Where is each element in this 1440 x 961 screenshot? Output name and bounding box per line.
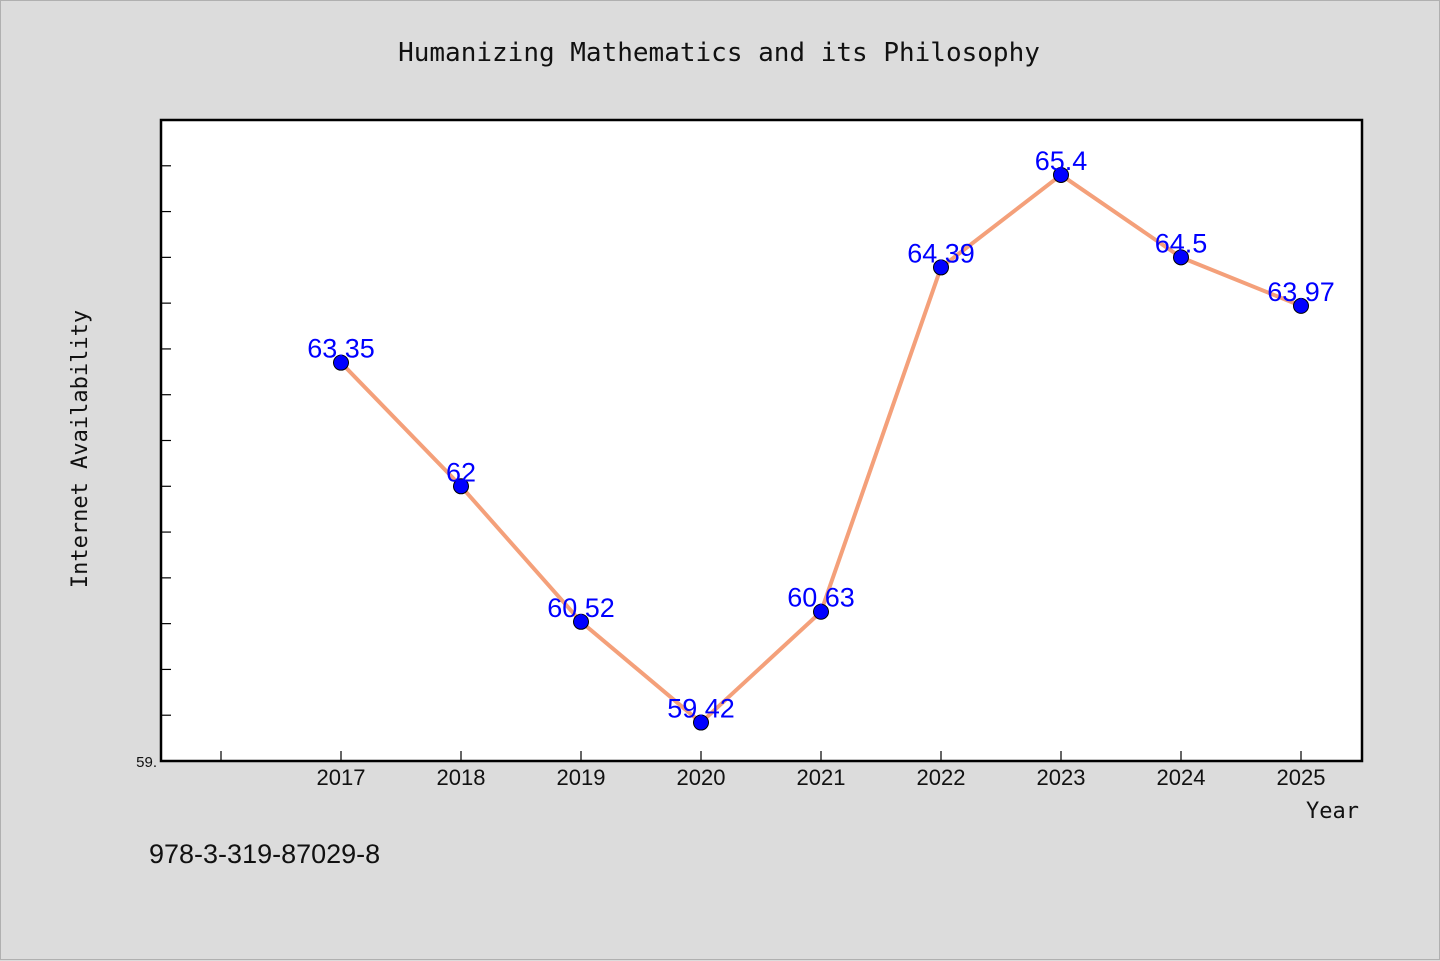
- x-tick-label: 2024: [1157, 765, 1206, 790]
- data-label: 63.97: [1267, 277, 1335, 307]
- x-tick-label: 2023: [1037, 765, 1086, 790]
- y-axis-label: Internet Availability: [68, 310, 93, 588]
- y-tick-label: 59.: [136, 754, 157, 771]
- data-point: [573, 613, 589, 630]
- data-label: 64.5: [1155, 228, 1208, 258]
- x-tick-label: 2021: [797, 765, 846, 790]
- x-axis-ticks: 2017 2018 2019 2020 2021 2022 2023 2024 2025: [220, 751, 1326, 790]
- x-tick-label: 2018: [437, 765, 486, 790]
- data-point: [693, 714, 709, 731]
- data-label: 60.63: [787, 583, 855, 613]
- x-tick-label: 2019: [557, 765, 606, 790]
- data-point: [1053, 166, 1069, 183]
- x-tick-label: 2022: [917, 765, 966, 790]
- isbn-text: 978-3-319-87029-8: [149, 839, 380, 869]
- x-tick-label: 2017: [317, 765, 366, 790]
- data-label: 64.39: [907, 238, 975, 268]
- y-axis-ticks: [161, 119, 171, 762]
- data-point: [813, 603, 829, 620]
- data-point: [453, 478, 469, 495]
- data-label: 60.52: [547, 593, 615, 623]
- data-label: 65.4: [1035, 146, 1088, 176]
- data-label: 62: [446, 457, 476, 487]
- chart-title: Humanizing Mathematics and its Philosoph…: [398, 38, 1040, 68]
- data-point: [333, 354, 349, 371]
- data-point: [933, 259, 949, 276]
- plot-area: [159, 118, 1364, 763]
- data-label: 63.35: [307, 334, 375, 364]
- data-label: 59.42: [667, 694, 735, 724]
- data-point: [1293, 297, 1309, 314]
- series-layer: 63.35 62 60.52 59.42 60.63 64.39 65.4 64.5 63.97: [307, 146, 1335, 731]
- x-tick-label: 2025: [1277, 765, 1326, 790]
- x-axis-label: Year: [1306, 799, 1359, 824]
- data-point: [1173, 249, 1189, 266]
- x-tick-label: 2020: [677, 765, 726, 790]
